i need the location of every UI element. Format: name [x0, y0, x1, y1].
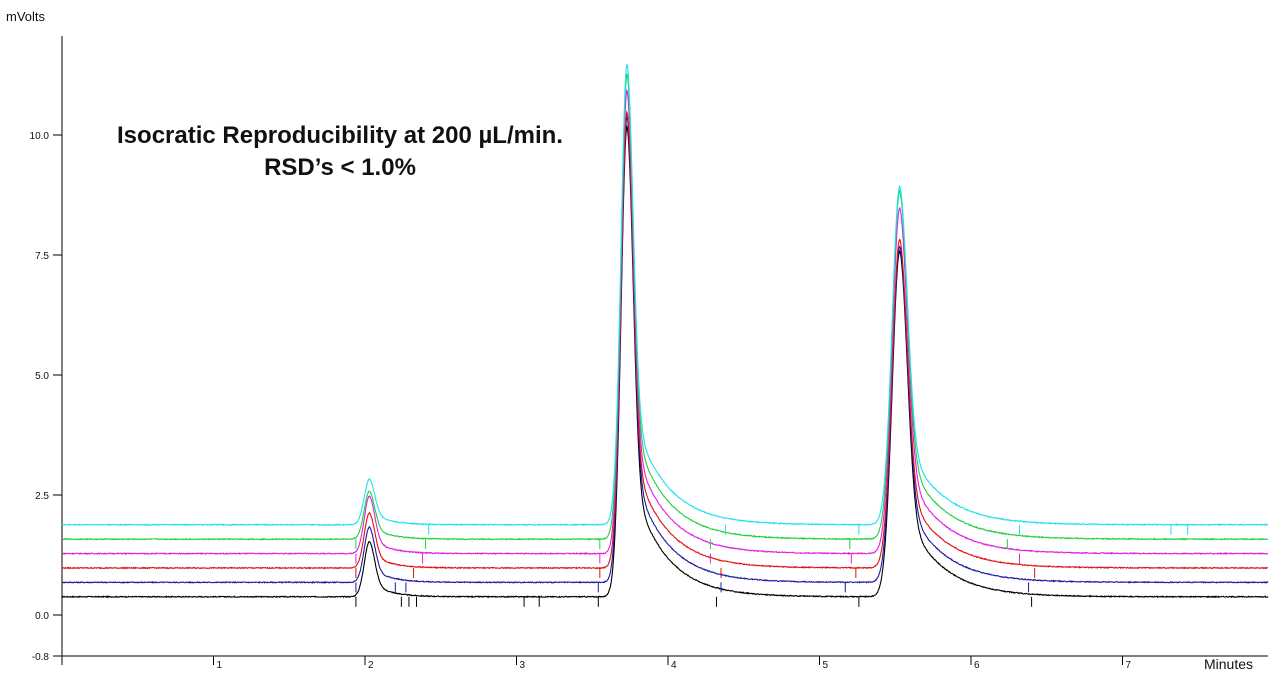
chart-subtitle: RSD’s < 1.0% — [264, 154, 416, 181]
series-line — [61, 124, 1269, 599]
series-line — [61, 73, 1269, 541]
series-line — [61, 88, 1269, 556]
x-tick-label: 3 — [520, 660, 526, 671]
x-tick-label: 6 — [974, 660, 980, 671]
y-tick-label: 5.0 — [35, 371, 49, 382]
chart-title-block: Isocratic Reproducibility at 200 µL/min.… — [60, 120, 620, 184]
x-tick-label: 4 — [671, 660, 677, 671]
chart-title: Isocratic Reproducibility at 200 µL/min. — [117, 122, 563, 149]
y-tick-label: 2.5 — [35, 491, 49, 502]
y-axis-label: mVolts — [6, 9, 46, 24]
x-tick-label: 1 — [217, 660, 223, 671]
x-tick-label: 2 — [368, 660, 374, 671]
series-line — [61, 64, 1269, 527]
x-tick-label: 7 — [1126, 660, 1132, 671]
y-tick-label: 10.0 — [30, 131, 50, 142]
axes: -0.8 0.0 2.5 5.0 7.5 10.0 1 2 3 4 5 6 7 — [30, 36, 1268, 671]
series-line — [61, 109, 1269, 570]
x-axis-label: Minutes — [1204, 656, 1254, 672]
y-tick-label: 0.0 — [35, 611, 49, 622]
traces — [61, 64, 1269, 607]
series-line — [61, 115, 1269, 584]
y-tick-label: 7.5 — [35, 251, 49, 262]
x-tick-label: 5 — [823, 660, 829, 671]
y-tick-label: -0.8 — [32, 652, 50, 663]
